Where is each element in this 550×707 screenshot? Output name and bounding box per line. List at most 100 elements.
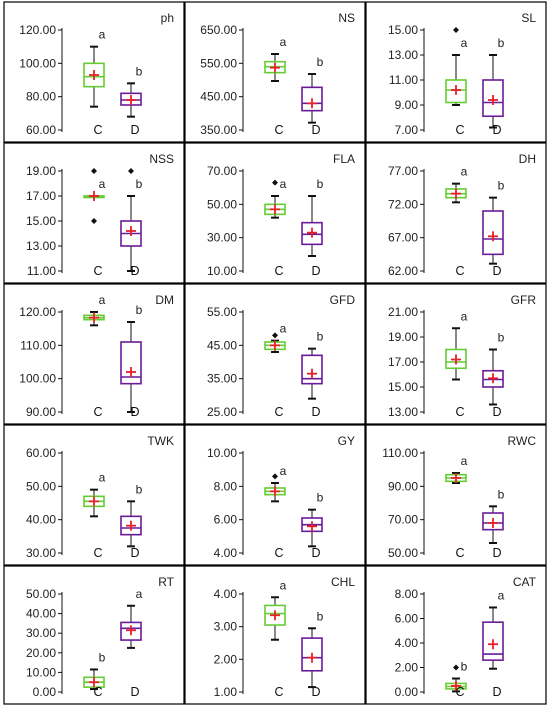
significance-label: a	[461, 454, 468, 468]
panel-title: GFR	[511, 293, 537, 307]
category-label: D	[492, 405, 501, 419]
significance-label: a	[99, 293, 106, 307]
category-label: C	[93, 685, 102, 699]
panel-title: DH	[519, 152, 536, 166]
y-tick-label: 120.00	[19, 305, 56, 319]
panel-title: GY	[338, 434, 355, 448]
y-tick-label: 0.00	[33, 685, 57, 699]
significance-label: b	[317, 609, 324, 623]
y-tick-label: 60.00	[26, 446, 56, 460]
significance-label: b	[317, 491, 324, 505]
y-tick-label: 30.00	[26, 626, 56, 640]
y-tick-label: 8.00	[395, 587, 419, 601]
category-label: C	[455, 685, 464, 699]
y-tick-label: 35.00	[207, 372, 237, 386]
y-tick-label: 13.00	[388, 405, 418, 419]
y-tick-label: 72.00	[388, 197, 418, 211]
box-c: bC	[445, 660, 468, 699]
box-d: bD	[482, 487, 505, 560]
box-c: aC	[264, 464, 287, 560]
category-label: C	[93, 546, 102, 560]
significance-label: a	[99, 471, 106, 485]
y-tick-label: 100.00	[19, 56, 56, 70]
panel-title: CAT	[513, 575, 537, 589]
significance-label: a	[461, 36, 468, 50]
category-label: D	[130, 546, 139, 560]
y-tick-label: 4.00	[214, 587, 238, 601]
y-tick-label: 67.00	[388, 231, 418, 245]
significance-label: b	[461, 660, 468, 674]
box-d: bD	[120, 64, 143, 137]
outlier-point	[272, 332, 278, 339]
y-tick-label: 8.00	[214, 479, 238, 493]
box-c: bC	[83, 650, 106, 699]
y-tick-label: 350.00	[200, 123, 237, 137]
y-tick-label: 70.00	[207, 164, 237, 178]
outlier-point	[91, 218, 97, 224]
box-c: aC	[83, 293, 106, 419]
y-tick-label: 11.00	[27, 264, 56, 278]
panel-title: RT	[158, 575, 174, 589]
significance-label: a	[498, 588, 505, 602]
y-tick-label: 6.00	[214, 513, 238, 527]
y-tick-label: 77.00	[388, 164, 418, 178]
y-tick-label: 6.00	[395, 612, 419, 626]
outlier-point	[128, 168, 134, 174]
y-tick-label: 40.00	[26, 607, 56, 621]
y-tick-label: 30.00	[26, 546, 56, 560]
y-tick-label: 4.00	[395, 636, 419, 650]
y-tick-label: 10.00	[26, 665, 56, 679]
y-tick-label: 40.00	[26, 513, 56, 527]
category-label: C	[455, 123, 464, 137]
y-tick-label: 90.00	[388, 479, 418, 493]
significance-label: b	[99, 650, 106, 664]
category-label: C	[455, 405, 464, 419]
y-tick-label: 120.00	[19, 23, 56, 37]
panel-title: NS	[338, 11, 355, 25]
y-tick-label: 2.00	[214, 652, 238, 666]
category-label: D	[492, 546, 501, 560]
box-d: bD	[301, 55, 324, 137]
panel-title: ph	[161, 11, 174, 25]
box-d: bD	[120, 482, 143, 560]
box-d: bD	[301, 491, 324, 560]
box-c: aC	[264, 177, 287, 278]
box-d: bD	[482, 36, 505, 137]
box-c: aC	[445, 165, 468, 278]
y-tick-label: 13.00	[388, 48, 418, 62]
outlier-point	[453, 27, 459, 33]
significance-label: b	[136, 303, 143, 317]
category-label: C	[274, 264, 283, 278]
y-tick-label: 110.00	[20, 338, 56, 352]
y-tick-label: 80.00	[26, 90, 56, 104]
outlier-point	[272, 179, 278, 186]
panel-title: DM	[155, 293, 174, 307]
category-label: D	[492, 264, 501, 278]
y-tick-label: 50.00	[26, 479, 56, 493]
significance-label: b	[317, 177, 324, 191]
panel-frame	[3, 283, 185, 425]
y-tick-label: 45.00	[207, 338, 237, 352]
category-label: D	[311, 405, 320, 419]
significance-label: b	[136, 177, 143, 191]
category-label: C	[274, 123, 283, 137]
y-tick-label: 550.00	[200, 56, 237, 70]
y-tick-label: 4.00	[214, 546, 238, 560]
category-label: C	[274, 405, 283, 419]
panel-title: GFD	[330, 293, 356, 307]
y-tick-label: 90.00	[26, 405, 56, 419]
significance-label: b	[317, 55, 324, 69]
significance-label: a	[280, 464, 287, 478]
y-tick-label: 11.00	[389, 73, 418, 87]
box-d: bD	[482, 331, 505, 419]
box-d: bD	[120, 168, 143, 278]
